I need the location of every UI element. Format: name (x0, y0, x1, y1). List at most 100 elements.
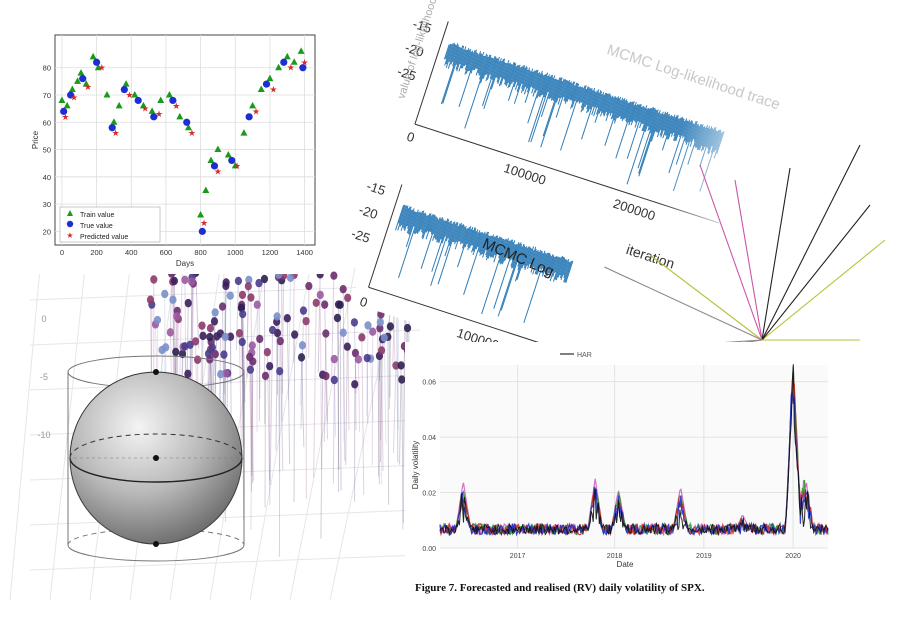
s3-point (260, 274, 269, 284)
s3-stem (325, 376, 329, 440)
stock-predicted-point: ★ (125, 90, 133, 100)
s3-grid-line (9, 267, 41, 601)
stock-train-point (63, 101, 71, 109)
stock-y-tick: 40 (43, 173, 51, 182)
stock-x-tick: 0 (60, 248, 64, 257)
s3-stem (279, 341, 284, 471)
stock-train-point (148, 107, 156, 114)
stock-predicted-point: ★ (141, 104, 149, 114)
trace-y-tick: -15 (365, 178, 388, 198)
s3-point (237, 303, 246, 312)
stock-points: ★★★★★★★★★★★★★★★★★ (58, 47, 309, 235)
s3-point (283, 314, 291, 323)
s3-tick-label: -10 (37, 430, 50, 440)
s3-stem (342, 289, 346, 461)
s3-stem (345, 346, 348, 466)
stock-train-point (82, 80, 90, 87)
s3-point (204, 349, 213, 358)
s3-point (220, 350, 228, 359)
s3-stem (339, 304, 342, 491)
stock-y-tick: 20 (43, 227, 51, 236)
volatility-x-tick: 2019 (696, 553, 712, 560)
volatility-x-tick: 2020 (785, 553, 801, 560)
s3-point (211, 308, 219, 317)
trace-y-tick: -20 (403, 40, 426, 60)
volatility-ticks: 0.00 0.02 0.04 0.06 2017 2018 2019 2020 (422, 380, 801, 560)
s3-point (238, 290, 247, 300)
stock-train-point (184, 123, 192, 131)
s3-stem (269, 330, 274, 486)
stock-legend-label: Train value (80, 212, 114, 219)
s3-stem (342, 332, 345, 443)
s3-point (181, 342, 189, 351)
stock-predicted-point: ★ (172, 101, 180, 111)
s3-point (146, 295, 155, 304)
s3-point (170, 276, 179, 286)
s3-stem (381, 350, 384, 471)
s3-point (246, 352, 254, 362)
sphere-north-pole (153, 369, 159, 375)
s3-stem (191, 281, 194, 343)
stock-y-tick: 70 (43, 91, 51, 100)
trace-spikes (395, 204, 574, 324)
s3-stem (300, 310, 304, 429)
s3-point (344, 293, 352, 303)
sphere-equator-back (69, 433, 243, 459)
s3-point (169, 295, 177, 304)
stock-predicted-point: ★ (287, 63, 295, 73)
stock-train-point (94, 63, 102, 71)
s3-point (226, 332, 235, 341)
stock-y-tick: 30 (43, 200, 51, 209)
s3-point (244, 282, 252, 291)
stock-true-point (120, 85, 128, 94)
stock-true-point (280, 58, 288, 66)
s3-stem (320, 374, 324, 539)
stock-price-chart: 0 200 400 600 800 1000 1200 140020304050607080 … (31, 28, 324, 274)
s3-point (255, 278, 263, 288)
s3-point (247, 293, 255, 302)
volatility-legend-text: HAR (577, 352, 592, 359)
s3-point (184, 369, 192, 379)
stock-predicted-point: ★ (200, 218, 208, 228)
stock-legend-true-marker (66, 220, 74, 228)
s3-point (210, 317, 219, 326)
s3-point (263, 347, 271, 357)
volatility-y-tick: 0.04 (422, 435, 436, 442)
s3-stem (246, 286, 249, 378)
s3-point (398, 375, 406, 384)
trace-y-tick: -15 (411, 16, 434, 36)
s3-grid-line (249, 267, 311, 601)
s3-point (376, 318, 384, 327)
s3-point (192, 337, 200, 346)
s3-point (206, 323, 215, 333)
s3-point (330, 354, 338, 364)
stock-y-tick: 80 (43, 64, 51, 73)
volatility-y-tick: 0.00 (422, 546, 436, 553)
s3-point (333, 313, 342, 323)
s3-point (403, 323, 412, 333)
stock-train-point (68, 85, 76, 93)
s3-stem (383, 337, 387, 444)
stock-train-point (58, 96, 66, 103)
s3-stem (278, 274, 281, 425)
stock-true-point (245, 113, 253, 121)
s3-stem (324, 304, 329, 423)
stock-train-point (139, 101, 147, 109)
s3-point (188, 277, 196, 286)
stock-legend-predicted-marker: ★ (66, 231, 73, 240)
s3-point (339, 328, 347, 337)
s3-point (312, 298, 320, 307)
s3-point (268, 325, 277, 335)
stock-predicted-point: ★ (98, 63, 106, 73)
fan-line (761, 204, 871, 341)
s3-point (330, 271, 338, 280)
stock-train-point (283, 52, 291, 60)
s3-stem (332, 379, 335, 484)
stock-true-point (134, 96, 142, 105)
s3-point (377, 346, 386, 355)
volatility-y-tick: 0.06 (422, 380, 436, 387)
s3-point (217, 369, 225, 379)
s3-stem (387, 336, 390, 505)
s3-stem (379, 339, 383, 463)
fan-line (761, 167, 791, 341)
